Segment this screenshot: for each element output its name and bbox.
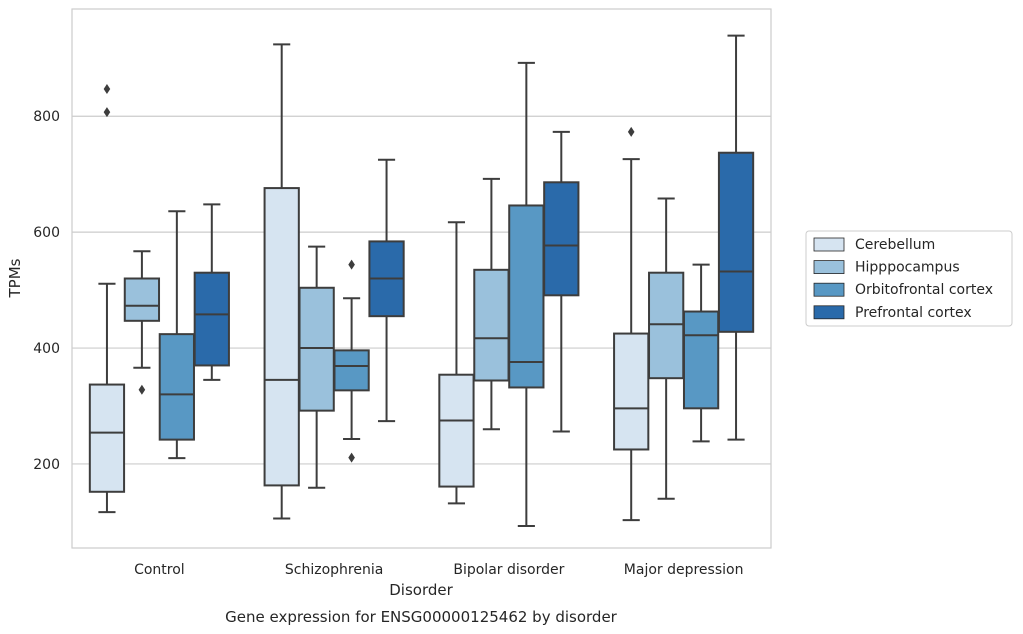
x-tick-label: Control [134, 562, 185, 578]
legend-swatch [813, 237, 845, 252]
x-tick-label: Major depression [624, 562, 744, 578]
outlier-point [138, 384, 146, 395]
box-cerebellum [438, 221, 475, 505]
y-axis-ticks: 200 400 600 800 [33, 109, 60, 473]
x-axis-title: Disorder [389, 581, 453, 599]
legend-label: Cerebellum [855, 237, 935, 253]
y-tick-label: 600 [33, 225, 60, 241]
x-axis-ticks: Control Schizophrenia Bipolar disorder Majo… [134, 562, 743, 578]
box-body [543, 181, 580, 297]
outlier-point [348, 452, 355, 463]
outlier-point [103, 83, 111, 94]
legend-frame [805, 230, 1013, 327]
outlier-point [348, 259, 355, 270]
box-prefrontal-cortex [368, 158, 405, 423]
box-orbitofrontal-cortex [158, 210, 195, 460]
box-body [158, 333, 195, 441]
legend-label: Prefrontal cortex [855, 305, 972, 321]
box-body [613, 332, 650, 451]
x-tick-label: Schizophrenia [285, 562, 383, 578]
box-hipppocampus [473, 177, 510, 431]
box-series [88, 34, 755, 527]
legend-label: Orbitofrontal cortex [855, 282, 993, 298]
box-cerebellum [263, 43, 300, 520]
box-cerebellum [613, 126, 650, 522]
box-body [123, 277, 161, 322]
legend: Cerebellum Hipppocampus Orbitofrontal cort… [805, 230, 1013, 327]
box-body [263, 187, 300, 487]
box-body [193, 271, 230, 367]
box-body [298, 286, 335, 412]
box-body [88, 383, 126, 493]
box-hipppocampus [123, 250, 161, 395]
y-axis-title: TPMs [6, 258, 24, 298]
plot-area-frame [71, 8, 772, 549]
legend-swatch [813, 260, 845, 275]
box-body [508, 204, 545, 389]
box-prefrontal-cortex [717, 34, 755, 441]
box-cerebellum [88, 83, 126, 514]
box-body [682, 310, 720, 410]
chart-caption: Gene expression for ENSG00000125462 by d… [225, 608, 618, 626]
x-tick-label: Bipolar disorder [453, 562, 564, 578]
box-prefrontal-cortex [193, 203, 230, 381]
box-hipppocampus [648, 197, 685, 500]
y-tick-label: 800 [33, 109, 60, 125]
box-prefrontal-cortex [543, 130, 580, 433]
outlier-point [627, 126, 635, 137]
box-body [333, 349, 370, 392]
y-tick-label: 400 [33, 341, 60, 357]
box-body [717, 151, 755, 333]
y-tick-label: 200 [33, 457, 60, 473]
box-orbitofrontal-cortex [333, 259, 370, 463]
box-body [648, 271, 685, 380]
box-orbitofrontal-cortex [508, 61, 545, 527]
legend-swatch [813, 282, 845, 297]
legend-swatch [813, 305, 845, 320]
outlier-point [103, 107, 111, 118]
box-body [438, 373, 475, 488]
legend-label: Hipppocampus [855, 260, 960, 276]
box-body [473, 268, 510, 382]
box-hipppocampus [298, 245, 335, 489]
box-orbitofrontal-cortex [682, 263, 720, 443]
